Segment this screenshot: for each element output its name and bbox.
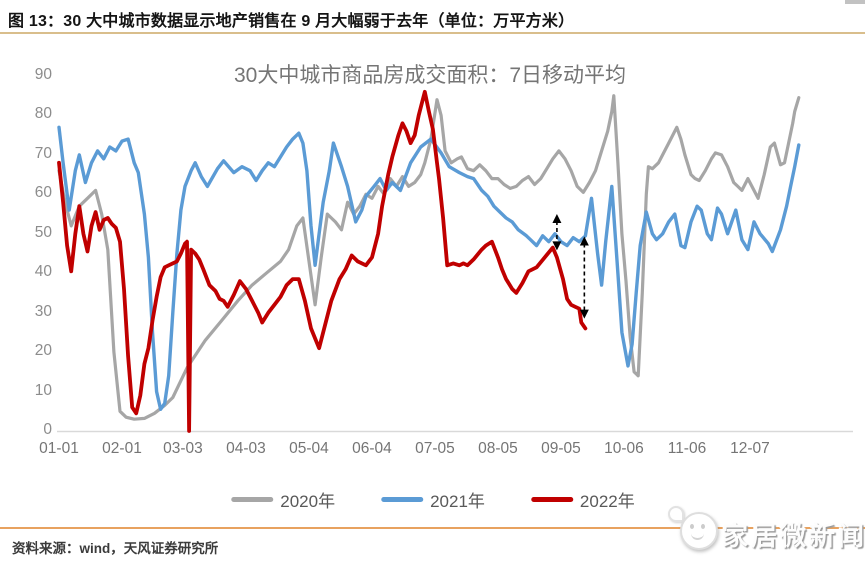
watermark-bubble-tail-icon [668, 506, 684, 522]
y-tick-60: 60 [34, 184, 52, 202]
y-tick-30: 30 [34, 302, 52, 320]
y-tick-70: 70 [34, 144, 52, 162]
corner-artifact [845, 0, 865, 4]
watermark-text: 家居微新闻 [722, 521, 865, 551]
x-tick-11-06: 11-06 [667, 440, 707, 457]
data-source-note: 资料来源：wind，天风证券研究所 [12, 541, 219, 556]
gap-arrow-annotation-2 [579, 236, 589, 319]
x-tick-03-03: 03-03 [163, 440, 203, 457]
y-tick-40: 40 [34, 263, 52, 281]
y-tick-90: 90 [34, 66, 52, 83]
legend-item-2022年: 2022年 [530, 487, 635, 512]
figure-caption: 图 13：30 大中城市数据显示地产销售在 9 月大幅弱于去年（单位：万平方米） [8, 13, 575, 30]
x-tick-05-04: 05-04 [289, 440, 329, 457]
series-line-2021年 [57, 125, 801, 411]
legend-label-2020年: 2020年 [280, 492, 336, 511]
x-tick-12-07: 12-07 [730, 440, 770, 457]
x-tick-04-03: 04-03 [226, 440, 266, 457]
series-line-2022年 [57, 89, 588, 433]
bottom-separator-line [0, 527, 865, 529]
x-tick-08-05: 08-05 [478, 440, 518, 457]
y-tick-0: 0 [43, 421, 52, 438]
legend-swatch-2022年 [530, 497, 573, 502]
y-tick-10: 10 [34, 381, 52, 399]
legend-label-2021年: 2021年 [430, 492, 485, 511]
x-tick-07-05: 07-05 [415, 440, 455, 457]
x-tick-10-06: 10-06 [604, 440, 644, 457]
watermark-face-icon [680, 512, 718, 550]
legend-item-2021年: 2021年 [381, 487, 485, 512]
y-tick-50: 50 [34, 223, 52, 241]
chart-legend: 2020年 2021年 2022年 [231, 487, 635, 512]
x-tick-06-04: 06-04 [352, 440, 392, 457]
series-line-2020年 [57, 94, 801, 421]
x-tick-09-05: 09-05 [541, 440, 581, 457]
y-tick-80: 80 [34, 105, 52, 123]
legend-swatch-2021年 [381, 497, 424, 502]
y-tick-20: 20 [34, 342, 52, 360]
x-tick-02-01: 02-01 [102, 440, 142, 457]
legend-label-2022年: 2022年 [579, 492, 635, 511]
gap-arrow-annotation-1 [552, 214, 562, 251]
legend-item-2020年: 2020年 [231, 487, 335, 512]
x-tick-01-01: 01-01 [39, 440, 79, 457]
watermark: 家居微新闻 [656, 506, 864, 556]
legend-swatch-2020年 [231, 497, 274, 502]
top-separator-line [0, 32, 865, 34]
chart-title: 30大中城市商品房成交面积：7日移动平均 [233, 64, 627, 87]
